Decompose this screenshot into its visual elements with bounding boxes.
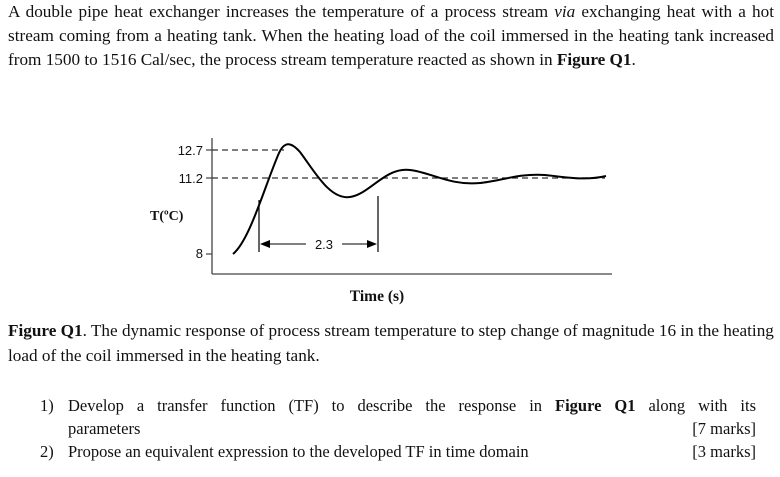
response-curve	[232, 143, 607, 255]
question-1-body: Develop a transfer function (TF) to desc…	[68, 394, 756, 440]
question-1-text-b: along with its	[635, 396, 756, 415]
question-1-marks: [7 marks]	[692, 419, 756, 438]
period-annotation: 2.3	[315, 237, 333, 252]
question-2-marks: [3 marks]	[692, 442, 756, 461]
intro-via: via	[554, 2, 576, 21]
figure-q1-chart: 12.7 11.2 8 T(ºC) 2.3 Time (s)	[150, 138, 612, 305]
period-arrowhead-left	[260, 240, 270, 248]
question-2-body: Propose an equivalent expression to the …	[68, 440, 756, 463]
intro-figure-ref: Figure Q1	[556, 50, 632, 69]
problem-statement: A double pipe heat exchanger increases t…	[8, 0, 774, 72]
question-2-text: Propose an equivalent expression to the …	[68, 442, 529, 461]
question-1-text-c: parameters	[68, 419, 141, 438]
question-1-number: 1)	[40, 396, 54, 415]
question-list: 1) Develop a transfer function (TF) to d…	[40, 394, 756, 463]
intro-text-2: exchanging heat with a hot stream coming…	[8, 2, 775, 69]
question-1-line-1: Develop a transfer function (TF) to desc…	[68, 394, 756, 417]
y-tick-label-11-2: 11.2	[179, 171, 203, 186]
intro-text-1: A double pipe heat exchanger increases t…	[8, 2, 555, 21]
question-2-number: 2)	[40, 442, 54, 461]
figure-caption: Figure Q1. The dynamic response of proce…	[8, 318, 774, 368]
question-1-line-2: parameters [7 marks]	[68, 417, 756, 440]
caption-text: . The dynamic response of process stream…	[8, 321, 774, 365]
y-tick-label-12-7: 12.7	[178, 143, 203, 158]
y-tick-label-8: 8	[196, 246, 203, 261]
question-1: 1) Develop a transfer function (TF) to d…	[40, 394, 756, 440]
question-1-figref: Figure Q1	[555, 396, 636, 415]
caption-label: Figure Q1	[8, 321, 83, 340]
question-2: 2) Propose an equivalent expression to t…	[40, 440, 756, 463]
period-arrowhead-right	[367, 240, 377, 248]
intro-end: .	[631, 50, 636, 69]
question-1-text-a: Develop a transfer function (TF) to desc…	[68, 396, 556, 415]
y-axis-label: T(ºC)	[150, 209, 184, 224]
x-axis-label: Time (s)	[350, 288, 404, 305]
